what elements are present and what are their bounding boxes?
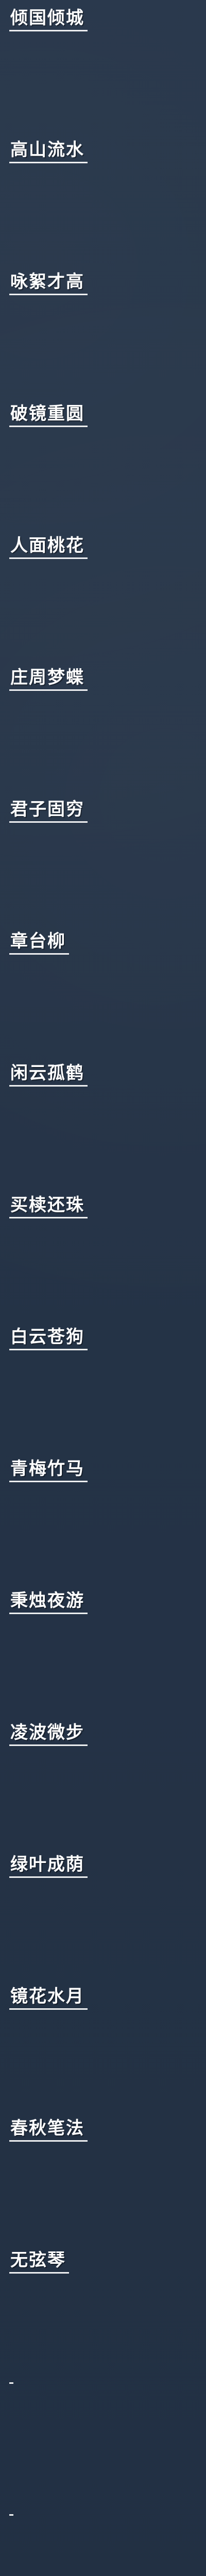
idiom-title: 绿叶成荫 bbox=[9, 1854, 88, 1878]
idiom-section-5: 人面桃花 bbox=[9, 535, 197, 660]
idiom-section-13: 秉烛夜游 bbox=[9, 1590, 197, 1715]
idiom-title: 庄周梦蝶 bbox=[9, 667, 88, 691]
idiom-title: 镜花水月 bbox=[9, 1986, 88, 2010]
idiom-title: 闲云孤鹤 bbox=[9, 1062, 88, 1087]
idiom-section-9: 闲云孤鹤 bbox=[9, 1062, 197, 1188]
idiom-section-12: 青梅竹马 bbox=[9, 1458, 197, 1583]
idiom-section-20 bbox=[9, 2513, 197, 2576]
idiom-section-18: 无弦琴 bbox=[9, 2249, 197, 2375]
idiom-section-15: 绿叶成荫 bbox=[9, 1854, 197, 1979]
idiom-section-19 bbox=[9, 2381, 197, 2506]
idiom-section-7: 君子固穷 bbox=[9, 799, 197, 924]
idiom-section-1: 倾国倾城 bbox=[9, 7, 197, 132]
idiom-section-8: 章台柳 bbox=[9, 930, 197, 1056]
idiom-title bbox=[9, 2513, 13, 2516]
idiom-title: 破镜重圆 bbox=[9, 403, 88, 427]
idiom-section-17: 春秋笔法 bbox=[9, 2117, 197, 2243]
idiom-title: 章台柳 bbox=[9, 930, 69, 955]
idiom-title: 咏絮才高 bbox=[9, 271, 88, 295]
idiom-section-4: 破镜重圆 bbox=[9, 403, 197, 528]
idiom-section-6: 庄周梦蝶 bbox=[9, 667, 197, 792]
idiom-title: 白云苍狗 bbox=[9, 1326, 88, 1350]
idiom-title: 人面桃花 bbox=[9, 535, 88, 559]
idiom-section-16: 镜花水月 bbox=[9, 1986, 197, 2111]
idiom-title: 青梅竹马 bbox=[9, 1458, 88, 1482]
idiom-title: 倾国倾城 bbox=[9, 7, 88, 31]
idiom-title: 无弦琴 bbox=[9, 2249, 69, 2274]
idiom-section-3: 咏絮才高 bbox=[9, 271, 197, 396]
idiom-title: 买椟还珠 bbox=[9, 1194, 88, 1218]
idiom-section-11: 白云苍狗 bbox=[9, 1326, 197, 1451]
idiom-title bbox=[9, 2381, 13, 2384]
idiom-title: 高山流水 bbox=[9, 139, 88, 163]
idiom-title: 秉烛夜游 bbox=[9, 1590, 88, 1614]
idiom-title: 凌波微步 bbox=[9, 1722, 88, 1746]
idiom-section-14: 凌波微步 bbox=[9, 1722, 197, 1847]
idiom-title: 春秋笔法 bbox=[9, 2117, 88, 2142]
idiom-title: 君子固穷 bbox=[9, 799, 88, 823]
idiom-section-10: 买椟还珠 bbox=[9, 1194, 197, 1319]
idiom-section-2: 高山流水 bbox=[9, 139, 197, 264]
